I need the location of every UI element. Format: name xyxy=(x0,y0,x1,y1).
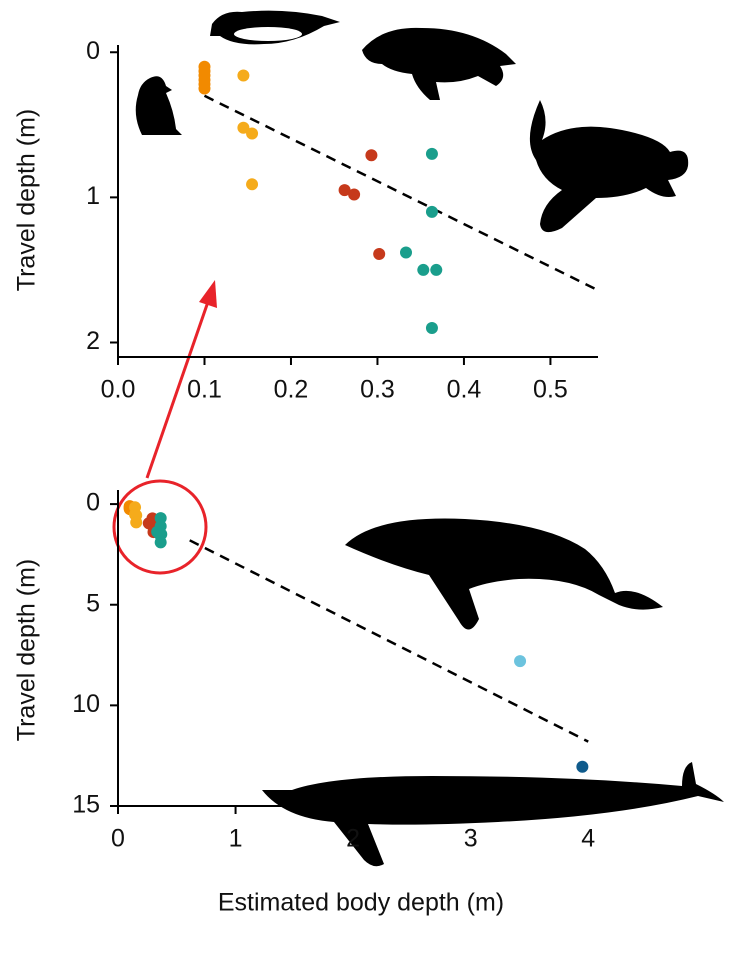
x-tick-label: 3 xyxy=(464,825,478,853)
highlight-arrow xyxy=(145,295,212,479)
point xyxy=(338,184,351,197)
point xyxy=(198,82,211,95)
trend-line xyxy=(189,539,589,743)
highlight xyxy=(112,280,217,575)
x-axis-label: Estimated body depth (m) xyxy=(218,889,504,917)
x-tick-label: 0 xyxy=(111,825,125,853)
y-tick-label: 1 xyxy=(86,182,100,210)
y-axis-label: Travel depth (m) xyxy=(13,109,41,291)
point xyxy=(154,536,167,549)
x-tick-label: 0.0 xyxy=(101,376,136,404)
x-tick-label: 0.3 xyxy=(360,376,395,404)
y-tick-label: 15 xyxy=(72,791,100,819)
point xyxy=(425,205,438,218)
point xyxy=(425,321,438,334)
x-tick-label: 0.2 xyxy=(274,376,309,404)
point xyxy=(373,247,386,260)
x-tick-label: 0.4 xyxy=(447,376,482,404)
point xyxy=(365,149,378,162)
x-tick-label: 0.5 xyxy=(533,376,568,404)
y-tick-label: 0 xyxy=(86,37,100,65)
y-tick-label: 5 xyxy=(86,589,100,617)
point xyxy=(130,516,143,529)
point xyxy=(237,121,250,134)
y-tick-label: 10 xyxy=(72,690,100,718)
silhouettes xyxy=(135,10,724,867)
y-tick-label: 0 xyxy=(86,489,100,517)
point xyxy=(576,760,589,773)
point xyxy=(514,655,527,668)
blue-whale xyxy=(262,762,724,867)
right-whale xyxy=(345,518,663,630)
point xyxy=(400,246,412,259)
turtle-large xyxy=(529,100,689,233)
point xyxy=(246,127,259,140)
point xyxy=(430,263,443,276)
x-tick-label: 1 xyxy=(229,825,243,853)
y-axis-label: Travel depth (m) xyxy=(13,559,41,741)
point xyxy=(237,69,250,82)
penguin-belly xyxy=(234,27,302,41)
arrow-head xyxy=(199,280,217,308)
point xyxy=(348,188,361,201)
point xyxy=(246,178,259,191)
point xyxy=(417,263,430,276)
x-tick-label: 2 xyxy=(346,825,360,853)
point xyxy=(425,147,438,160)
x-tick-label: 4 xyxy=(581,825,595,853)
y-tick-label: 2 xyxy=(86,327,100,355)
x-tick-label: 0.1 xyxy=(187,376,222,404)
penguin-standing xyxy=(135,76,182,135)
highlight-circle xyxy=(112,479,208,575)
turtle-small xyxy=(362,27,516,100)
trend-line xyxy=(203,94,599,292)
